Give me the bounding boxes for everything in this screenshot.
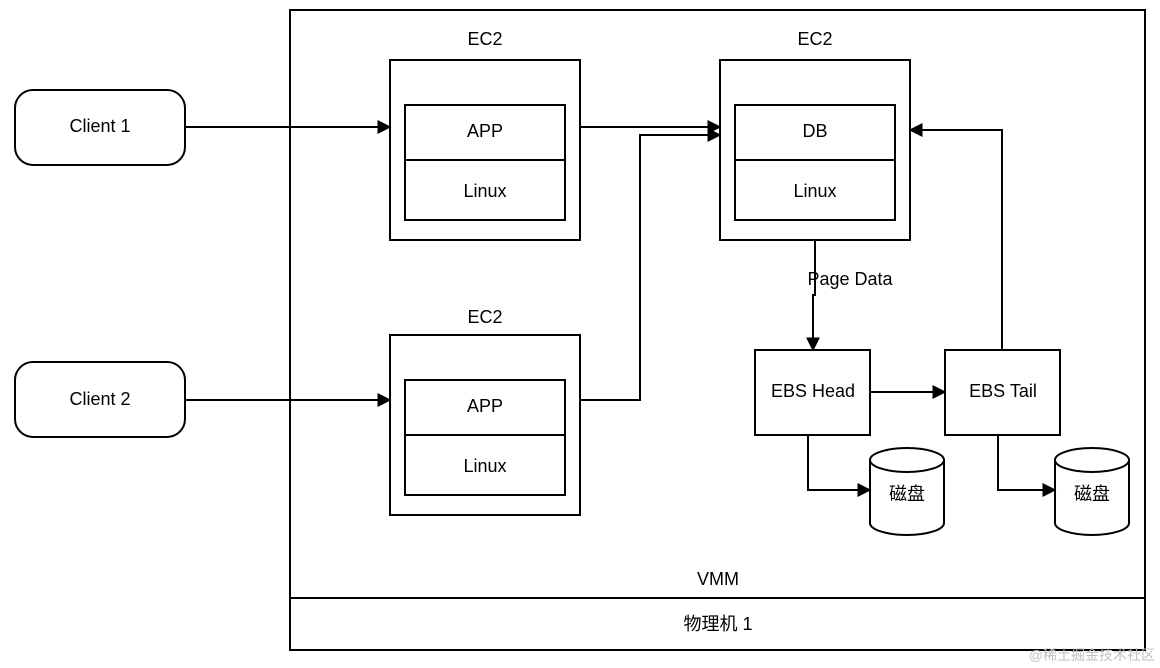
ec2b-app-label: APP bbox=[467, 396, 503, 416]
ec2c-outer bbox=[720, 60, 910, 240]
ec2c-os-label: Linux bbox=[793, 181, 836, 201]
ec2a-app-label: APP bbox=[467, 121, 503, 141]
edge-ec2b-ec2c bbox=[580, 135, 720, 400]
ec2b-os-label: Linux bbox=[463, 456, 506, 476]
architecture-diagram: VMM 物理机 1 Client 1 Client 2 EC2 APP Linu… bbox=[0, 0, 1160, 668]
client2-label: Client 2 bbox=[69, 389, 130, 409]
ebs-head-label: EBS Head bbox=[771, 381, 855, 401]
ec2a-outer bbox=[390, 60, 580, 240]
edge-ec2c-ebshead bbox=[813, 240, 815, 350]
ec2a-title: EC2 bbox=[467, 29, 502, 49]
disk2-cylinder: 磁盘 bbox=[1055, 448, 1129, 535]
client1-label: Client 1 bbox=[69, 116, 130, 136]
edge-ebstail-ec2c bbox=[910, 130, 1002, 350]
ebs-tail-label: EBS Tail bbox=[969, 381, 1037, 401]
edge-ebstail-disk2 bbox=[998, 435, 1055, 490]
disk1-label: 磁盘 bbox=[889, 484, 925, 504]
vmm-label: VMM bbox=[697, 569, 739, 589]
disk1-cylinder: 磁盘 bbox=[870, 448, 944, 535]
ec2b-title: EC2 bbox=[467, 307, 502, 327]
physical-machine-label: 物理机 1 bbox=[683, 614, 752, 634]
page-data-label: Page Data bbox=[807, 269, 893, 289]
watermark-text: @稀土掘金技术社区 bbox=[1029, 647, 1155, 663]
ec2a-os-label: Linux bbox=[463, 181, 506, 201]
ec2c-title: EC2 bbox=[797, 29, 832, 49]
ec2c-db-label: DB bbox=[802, 121, 827, 141]
edge-ebshead-disk1 bbox=[808, 435, 870, 490]
disk2-label: 磁盘 bbox=[1074, 484, 1110, 504]
ec2b-outer bbox=[390, 335, 580, 515]
